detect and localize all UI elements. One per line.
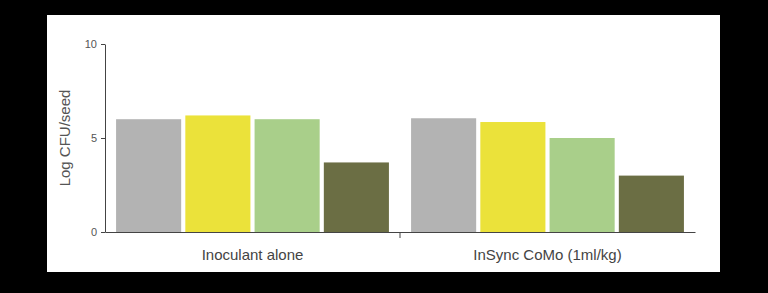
y-tick: 0 (91, 226, 105, 238)
y-tick-mark (101, 138, 105, 139)
y-tick: 5 (91, 132, 105, 144)
bar (480, 122, 545, 232)
y-axis-title: Log CFU/seed (56, 90, 73, 187)
x-tick-label: InSync CoMo (1ml/kg) (473, 246, 621, 263)
y-tick-mark (101, 232, 105, 233)
y-tick-label: 0 (91, 226, 97, 238)
bar (185, 115, 250, 232)
y-axis: 0 5 10 (85, 38, 106, 238)
bar (255, 119, 320, 232)
panel (47, 15, 720, 272)
y-tick: 10 (85, 38, 105, 50)
x-axis: Inoculant alone InSync CoMo (1ml/kg) (106, 232, 696, 263)
y-tick-mark (101, 44, 105, 45)
y-axis-line (105, 45, 106, 233)
bar (619, 176, 684, 232)
group-separator (400, 232, 401, 238)
x-tick-label: Inoculant alone (202, 246, 304, 263)
bar (116, 119, 181, 232)
y-tick-label: 10 (85, 38, 97, 50)
x-tick: InSync CoMo (1ml/kg) (473, 246, 621, 263)
bar (411, 118, 476, 232)
y-tick-label: 5 (91, 132, 97, 144)
bars (116, 115, 684, 232)
bar (324, 162, 389, 232)
x-tick: Inoculant alone (202, 246, 304, 263)
bar (550, 138, 615, 232)
chart: 0 5 10 Inoculant alone InSync CoMo (1ml/kg) L… (0, 0, 768, 293)
